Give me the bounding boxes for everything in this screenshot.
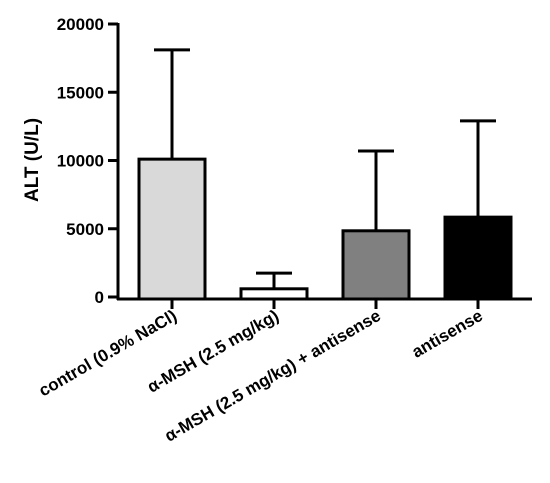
y-tick-label: 15000: [57, 83, 104, 102]
y-tick-label: 5000: [66, 220, 104, 239]
x-category-label: antisense: [409, 306, 486, 362]
y-tick-label: 10000: [57, 152, 104, 171]
y-tick-label: 20000: [57, 15, 104, 34]
x-axis: control (0.9% NaCl)α-MSH (2.5 mg/kg)α-MS…: [36, 297, 532, 446]
error-bars-group: [154, 48, 496, 289]
y-axis: 0 5000 10000 15000 20000: [57, 15, 120, 307]
y-tick-label: 0: [95, 288, 104, 307]
bar: [239, 287, 309, 301]
bar: [137, 157, 207, 301]
y-axis-title: ALT (U/L): [22, 118, 43, 202]
bars-group: [137, 157, 513, 301]
bar: [341, 229, 411, 301]
bar: [443, 215, 513, 301]
